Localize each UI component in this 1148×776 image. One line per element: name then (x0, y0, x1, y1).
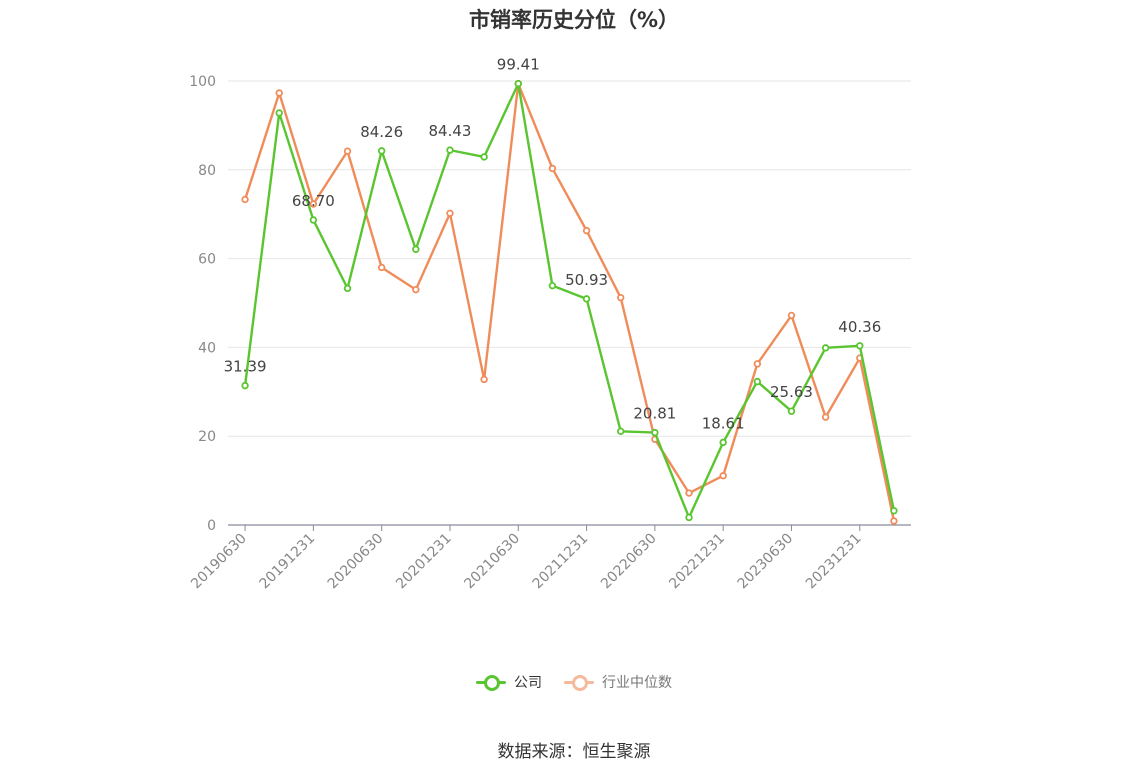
data-point-company (753, 377, 762, 386)
data-label: 40.36 (838, 318, 881, 336)
data-point-company (309, 216, 318, 224)
line-chart: 0 20 40 60 80 100 20190630 20191231 20200630 2020… (188, 56, 911, 593)
data-point-industry-median (446, 209, 454, 218)
data-point-company (787, 407, 796, 415)
data-point-company (651, 428, 659, 437)
y-tick-label: 40 (198, 340, 216, 356)
y-tick-label: 100 (189, 74, 216, 90)
series-line-company (243, 82, 896, 519)
series-layer (241, 79, 898, 525)
data-point-industry-median (241, 195, 249, 204)
x-tick-label: 20230630 (735, 531, 797, 593)
legend-swatch-company (476, 674, 506, 691)
legend-swatch-industry-median (564, 674, 594, 691)
data-point-company (412, 245, 420, 253)
data-point-company (343, 284, 352, 293)
grid-layer (228, 80, 911, 437)
data-point-company (617, 427, 625, 436)
data-point-industry-median (890, 517, 898, 525)
x-tick-label: 20221231 (666, 531, 728, 593)
y-tick-label: 60 (198, 252, 216, 268)
data-label: 50.93 (565, 271, 608, 289)
data-point-industry-median (685, 489, 693, 497)
x-tick-label: 20231231 (803, 531, 865, 593)
legend: 公司 行业中位数 (0, 672, 1148, 692)
data-point-industry-median (787, 311, 796, 320)
x-tick-label: 20211231 (530, 531, 592, 593)
data-point-company (719, 438, 727, 447)
data-label: 31.39 (224, 358, 267, 376)
label-layer: 31.39 68.70 84.26 84.43 99.41 50.93 20.81 18.61… (224, 56, 882, 433)
data-point-industry-median (548, 164, 557, 173)
data-point-industry-median (582, 226, 591, 235)
data-point-industry-median (412, 285, 420, 294)
legend-label-industry-median: 行业中位数 (602, 675, 672, 691)
data-label: 84.43 (428, 122, 471, 140)
data-point-company (548, 281, 557, 290)
series-line-industry-median (243, 82, 896, 522)
data-point-company (446, 146, 454, 154)
x-tick-label: 20191231 (256, 531, 318, 593)
data-label: 68.70 (292, 192, 335, 210)
data-point-company (856, 342, 864, 350)
y-tick-label: 20 (198, 429, 216, 445)
legend-item-industry-median[interactable]: 行业中位数 (564, 672, 672, 692)
x-tick-label: 20210630 (461, 531, 523, 593)
data-point-company (582, 295, 591, 303)
data-point-company (275, 109, 283, 117)
data-point-industry-median (753, 360, 762, 368)
y-tick-label: 0 (207, 518, 216, 534)
data-point-industry-median (821, 413, 830, 421)
data-label: 84.26 (360, 123, 403, 141)
data-point-company (480, 153, 488, 161)
data-point-industry-median (309, 200, 318, 208)
data-source-note: 数据来源：恒生聚源 (497, 742, 651, 762)
data-label: 18.61 (702, 414, 745, 432)
data-point-industry-median (617, 293, 625, 302)
data-point-company (377, 147, 386, 155)
data-point-industry-median (377, 263, 386, 272)
x-tick-label: 20190630 (188, 531, 250, 593)
data-point-company (241, 381, 249, 390)
chart-title: 市销率历史分位（%） (468, 8, 680, 32)
data-point-company (890, 507, 898, 515)
x-tick-label: 20201231 (393, 531, 455, 593)
legend-label-company: 公司 (514, 675, 542, 691)
data-label: 99.41 (497, 56, 540, 74)
x-tick-label: 20200630 (325, 531, 387, 593)
data-point-company (514, 79, 522, 88)
x-tick-label: 20220630 (598, 531, 660, 593)
y-tick-label: 80 (198, 163, 216, 179)
legend-item-company[interactable]: 公司 (476, 672, 542, 692)
data-point-industry-median (343, 147, 352, 155)
data-point-company (821, 344, 830, 352)
data-point-industry-median (719, 472, 727, 480)
data-label: 20.81 (633, 405, 676, 423)
data-label: 25.63 (770, 383, 813, 401)
data-point-industry-median (480, 375, 488, 384)
data-point-company (685, 513, 693, 522)
data-point-industry-median (275, 89, 283, 97)
